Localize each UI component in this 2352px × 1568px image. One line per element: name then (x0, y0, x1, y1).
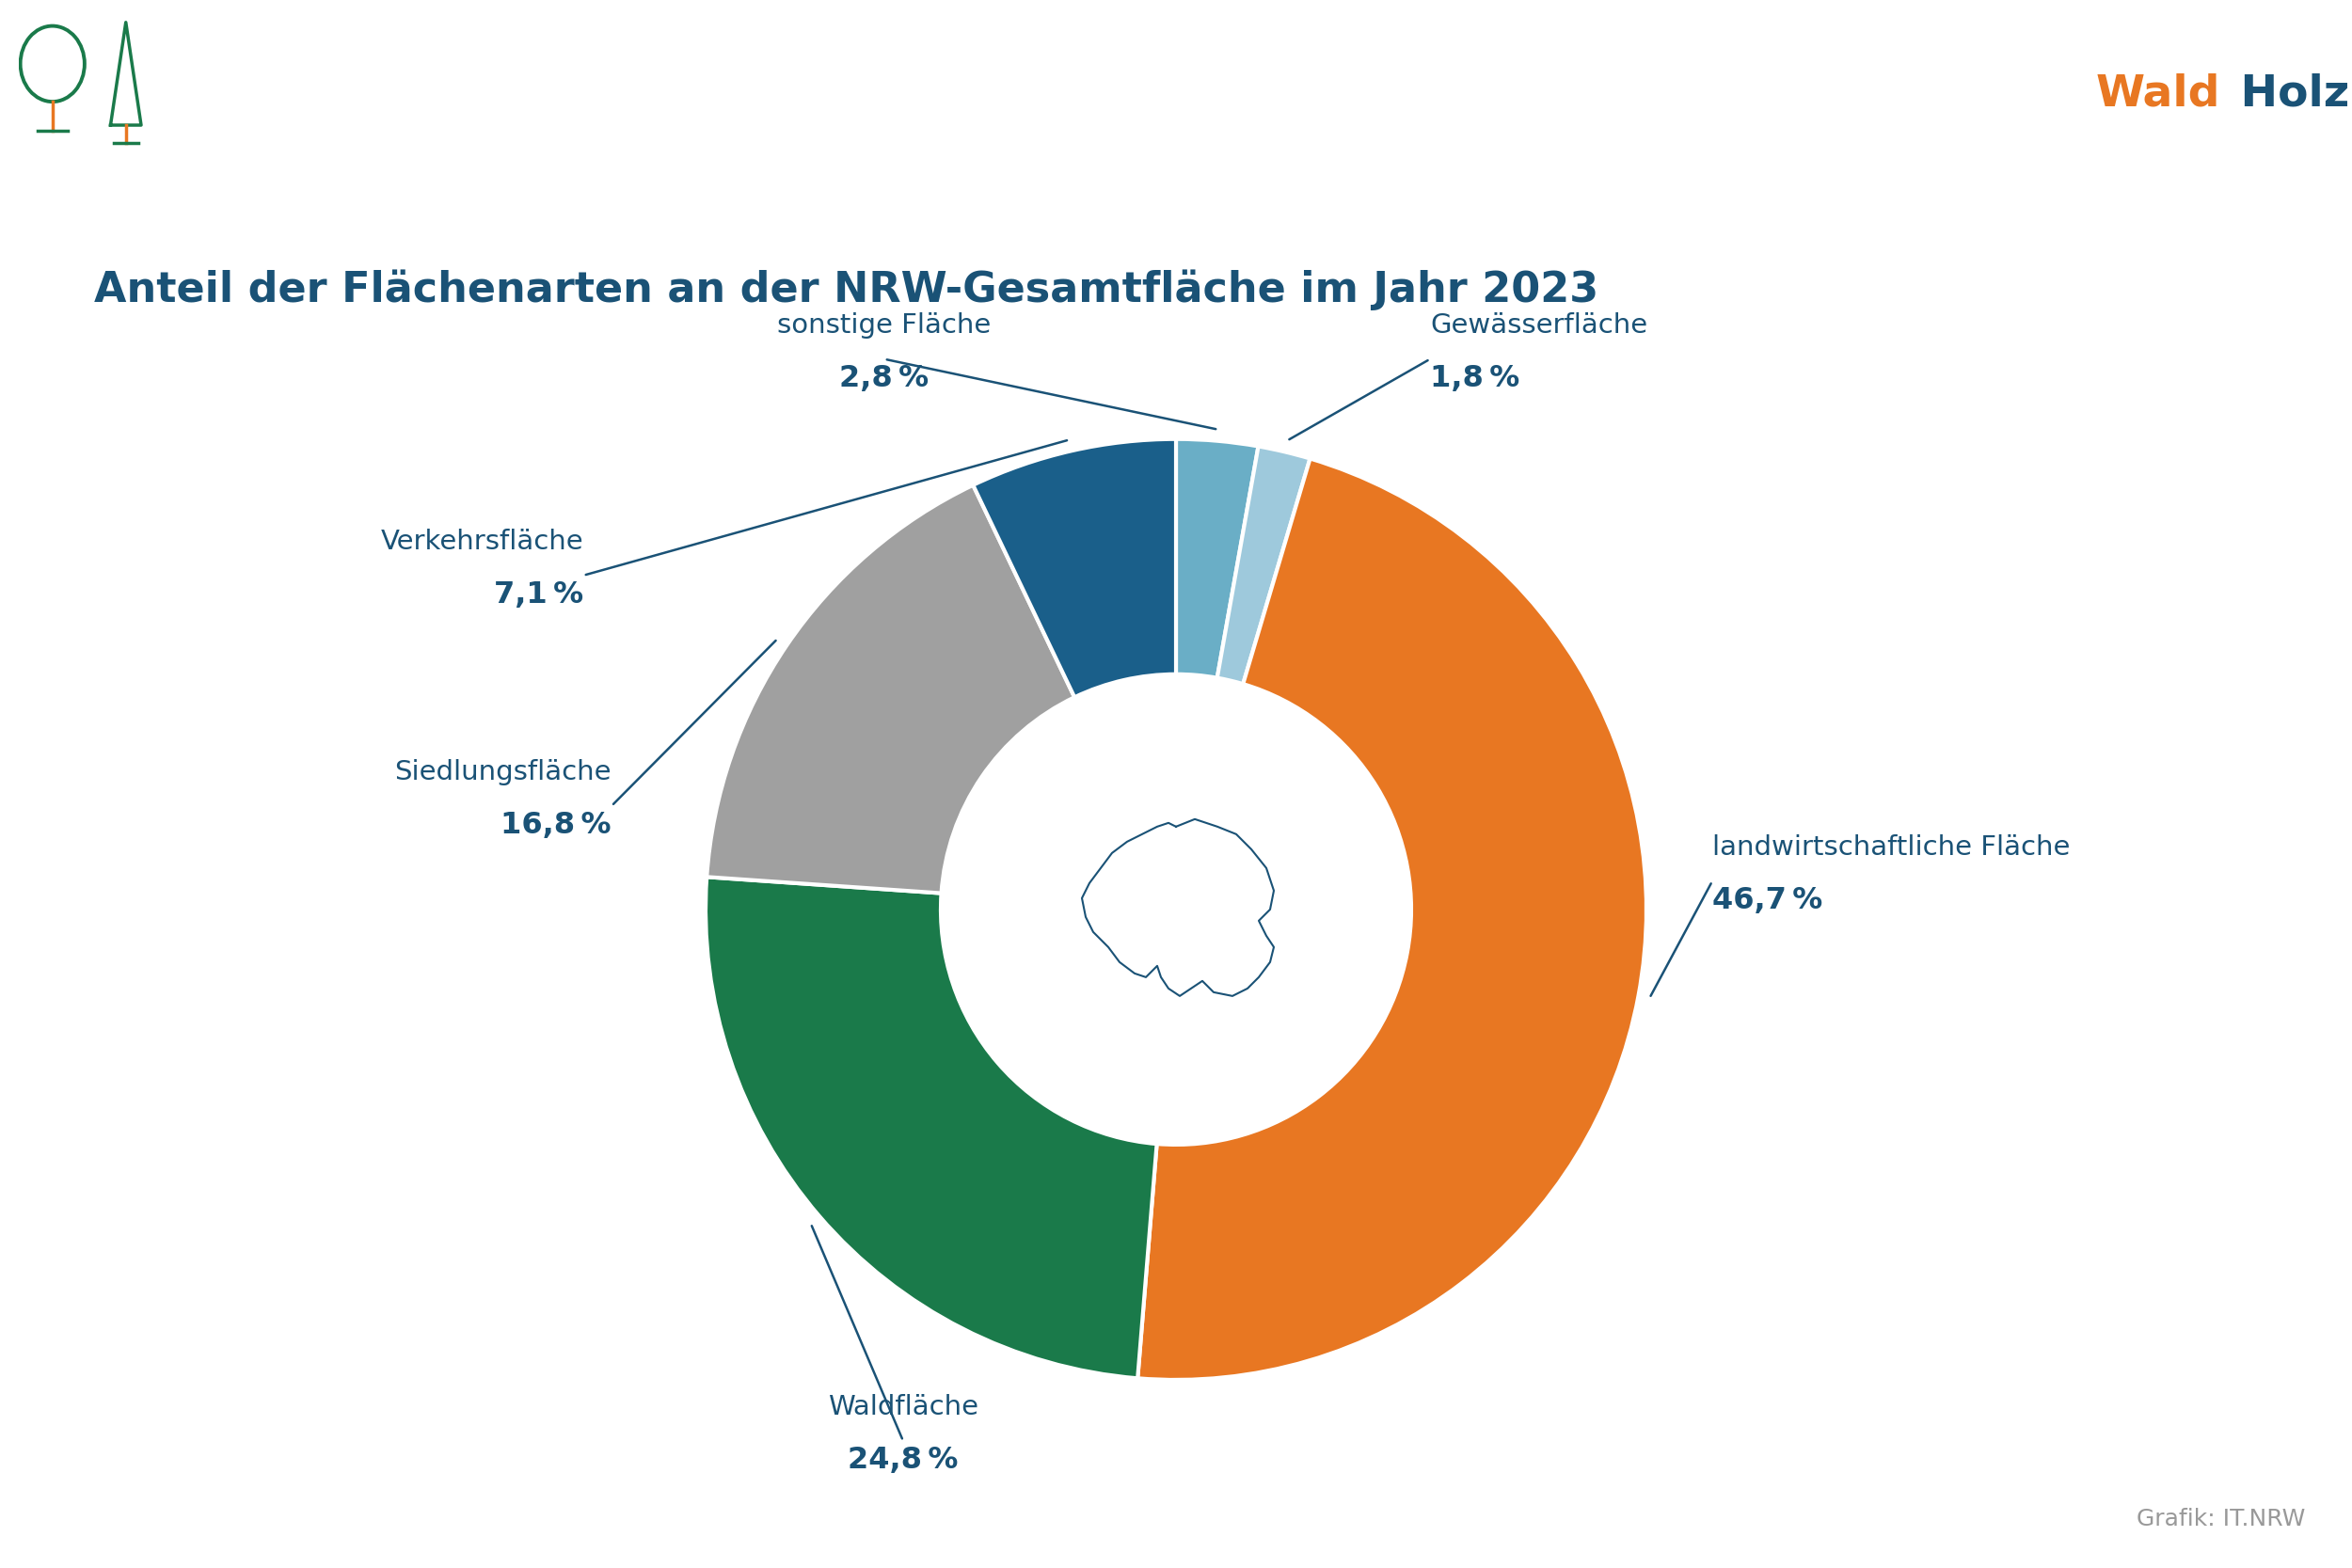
Wedge shape (974, 439, 1176, 698)
Text: Siedlungsfläche: Siedlungsfläche (395, 759, 612, 786)
Text: 46,7 %: 46,7 % (1712, 886, 1823, 916)
Text: Grafik: IT.NRW: Grafik: IT.NRW (2136, 1508, 2305, 1530)
Wedge shape (1176, 439, 1258, 677)
Wedge shape (706, 485, 1075, 894)
Circle shape (941, 674, 1411, 1145)
Text: Gewässerfläche: Gewässerfläche (1430, 312, 1646, 339)
Wedge shape (1218, 447, 1310, 684)
Text: Wald: Wald (2096, 74, 2220, 114)
Text: 1,8 %: 1,8 % (1430, 364, 1519, 394)
Text: Waldfläche: Waldfläche (828, 1394, 978, 1421)
Text: 24,8 %: 24,8 % (849, 1446, 957, 1475)
Text: 16,8 %: 16,8 % (501, 811, 612, 840)
Text: 2,8 %: 2,8 % (840, 364, 929, 394)
Text: 7,1 %: 7,1 % (494, 580, 583, 610)
Text: Verkehrsfläche: Verkehrsfläche (381, 528, 583, 555)
Text: Anteil der Flächenarten an der NRW-Gesamtfläche im Jahr 2023: Anteil der Flächenarten an der NRW-Gesam… (94, 270, 1599, 310)
Text: Holz: Holz (2225, 74, 2350, 114)
Text: landwirtschaftliche Fläche: landwirtschaftliche Fläche (1712, 834, 2070, 861)
Wedge shape (1138, 458, 1646, 1380)
Text: sonstige Fläche: sonstige Fläche (779, 312, 990, 339)
Wedge shape (706, 877, 1157, 1378)
